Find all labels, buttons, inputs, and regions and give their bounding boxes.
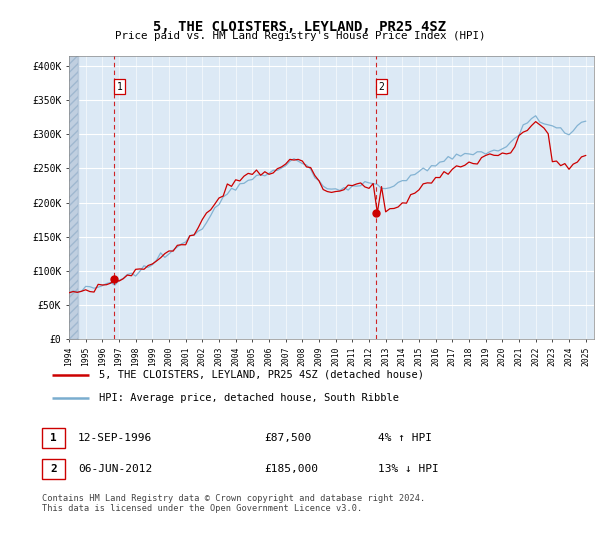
Text: HPI: Average price, detached house, South Ribble: HPI: Average price, detached house, Sout… bbox=[100, 393, 400, 403]
Text: 2: 2 bbox=[379, 82, 385, 92]
Text: 12-SEP-1996: 12-SEP-1996 bbox=[78, 433, 152, 443]
Text: Contains HM Land Registry data © Crown copyright and database right 2024.
This d: Contains HM Land Registry data © Crown c… bbox=[42, 494, 425, 514]
Text: 1: 1 bbox=[50, 433, 57, 443]
Text: 5, THE CLOISTERS, LEYLAND, PR25 4SZ: 5, THE CLOISTERS, LEYLAND, PR25 4SZ bbox=[154, 20, 446, 34]
Text: 1: 1 bbox=[116, 82, 122, 92]
Text: 13% ↓ HPI: 13% ↓ HPI bbox=[378, 464, 439, 474]
Text: 5, THE CLOISTERS, LEYLAND, PR25 4SZ (detached house): 5, THE CLOISTERS, LEYLAND, PR25 4SZ (det… bbox=[100, 370, 424, 380]
Text: £87,500: £87,500 bbox=[264, 433, 311, 443]
Text: 2: 2 bbox=[50, 464, 57, 474]
Text: 4% ↑ HPI: 4% ↑ HPI bbox=[378, 433, 432, 443]
Text: £185,000: £185,000 bbox=[264, 464, 318, 474]
Bar bbox=[69, 53, 78, 339]
Text: 06-JUN-2012: 06-JUN-2012 bbox=[78, 464, 152, 474]
Text: Price paid vs. HM Land Registry's House Price Index (HPI): Price paid vs. HM Land Registry's House … bbox=[115, 31, 485, 41]
